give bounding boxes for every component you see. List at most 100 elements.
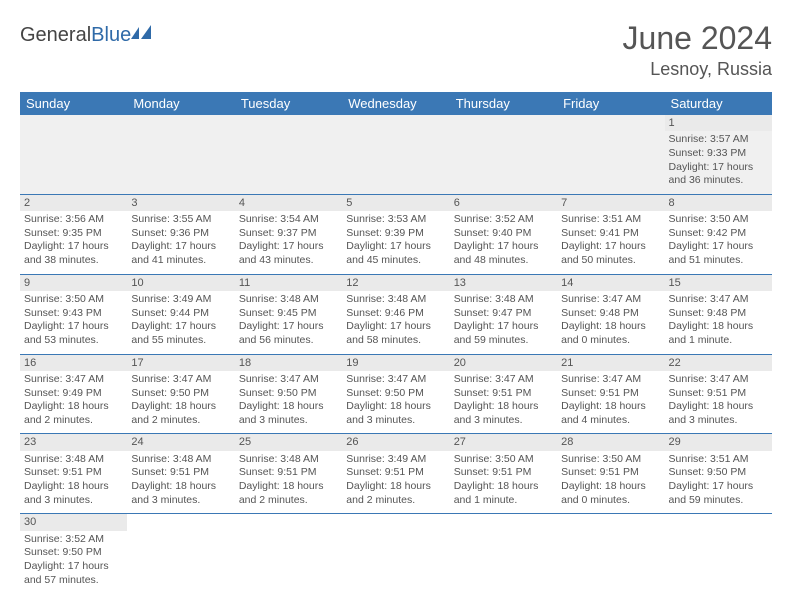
- sunset-text: Sunset: 9:36 PM: [131, 227, 230, 241]
- calendar-cell: 26Sunrise: 3:49 AMSunset: 9:51 PMDayligh…: [342, 434, 449, 514]
- calendar-cell: 22Sunrise: 3:47 AMSunset: 9:51 PMDayligh…: [665, 354, 772, 434]
- calendar-cell: [342, 115, 449, 194]
- daylight-text: Daylight: 17 hours and 59 minutes.: [669, 480, 768, 507]
- daylight-text: Daylight: 17 hours and 59 minutes.: [454, 320, 553, 347]
- month-title: June 2024: [623, 20, 772, 57]
- day-number: 8: [665, 195, 772, 211]
- sunset-text: Sunset: 9:35 PM: [24, 227, 123, 241]
- sunset-text: Sunset: 9:51 PM: [131, 466, 230, 480]
- day-number: 6: [450, 195, 557, 211]
- calendar-cell: 7Sunrise: 3:51 AMSunset: 9:41 PMDaylight…: [557, 194, 664, 274]
- sunset-text: Sunset: 9:37 PM: [239, 227, 338, 241]
- calendar-cell: [235, 115, 342, 194]
- day-number: 30: [20, 514, 127, 530]
- sunset-text: Sunset: 9:51 PM: [454, 387, 553, 401]
- day-number: 2: [20, 195, 127, 211]
- sunrise-text: Sunrise: 3:47 AM: [346, 373, 445, 387]
- daylight-text: Daylight: 17 hours and 56 minutes.: [239, 320, 338, 347]
- calendar-cell: 12Sunrise: 3:48 AMSunset: 9:46 PMDayligh…: [342, 274, 449, 354]
- sunrise-text: Sunrise: 3:52 AM: [454, 213, 553, 227]
- sunrise-text: Sunrise: 3:56 AM: [24, 213, 123, 227]
- sunrise-text: Sunrise: 3:47 AM: [669, 373, 768, 387]
- sunset-text: Sunset: 9:50 PM: [669, 466, 768, 480]
- daylight-text: Daylight: 18 hours and 2 minutes.: [346, 480, 445, 507]
- calendar-cell: [665, 514, 772, 593]
- calendar-cell: [235, 514, 342, 593]
- daylight-text: Daylight: 17 hours and 50 minutes.: [561, 240, 660, 267]
- sunrise-text: Sunrise: 3:57 AM: [669, 133, 768, 147]
- sunrise-text: Sunrise: 3:51 AM: [561, 213, 660, 227]
- day-number: 14: [557, 275, 664, 291]
- daylight-text: Daylight: 18 hours and 3 minutes.: [239, 400, 338, 427]
- calendar-cell: 18Sunrise: 3:47 AMSunset: 9:50 PMDayligh…: [235, 354, 342, 434]
- day-number: 22: [665, 355, 772, 371]
- daylight-text: Daylight: 18 hours and 3 minutes.: [454, 400, 553, 427]
- logo-text: GeneralBlue: [20, 24, 131, 47]
- calendar-cell: [342, 514, 449, 593]
- weekday-header: Monday: [127, 92, 234, 115]
- day-number: 15: [665, 275, 772, 291]
- calendar-cell: [450, 115, 557, 194]
- day-number: 16: [20, 355, 127, 371]
- daylight-text: Daylight: 18 hours and 2 minutes.: [239, 480, 338, 507]
- calendar-cell: 4Sunrise: 3:54 AMSunset: 9:37 PMDaylight…: [235, 194, 342, 274]
- daylight-text: Daylight: 17 hours and 45 minutes.: [346, 240, 445, 267]
- sunset-text: Sunset: 9:50 PM: [131, 387, 230, 401]
- calendar-week-row: 9Sunrise: 3:50 AMSunset: 9:43 PMDaylight…: [20, 274, 772, 354]
- calendar-cell: 1Sunrise: 3:57 AMSunset: 9:33 PMDaylight…: [665, 115, 772, 194]
- calendar-cell: 20Sunrise: 3:47 AMSunset: 9:51 PMDayligh…: [450, 354, 557, 434]
- day-number: 23: [20, 434, 127, 450]
- daylight-text: Daylight: 18 hours and 3 minutes.: [346, 400, 445, 427]
- sunset-text: Sunset: 9:48 PM: [561, 307, 660, 321]
- calendar-cell: 8Sunrise: 3:50 AMSunset: 9:42 PMDaylight…: [665, 194, 772, 274]
- calendar-cell: 25Sunrise: 3:48 AMSunset: 9:51 PMDayligh…: [235, 434, 342, 514]
- sunset-text: Sunset: 9:47 PM: [454, 307, 553, 321]
- sail-icon: [131, 25, 153, 39]
- day-number: 20: [450, 355, 557, 371]
- sunset-text: Sunset: 9:51 PM: [454, 466, 553, 480]
- daylight-text: Daylight: 17 hours and 58 minutes.: [346, 320, 445, 347]
- sunset-text: Sunset: 9:51 PM: [239, 466, 338, 480]
- daylight-text: Daylight: 17 hours and 48 minutes.: [454, 240, 553, 267]
- sunrise-text: Sunrise: 3:47 AM: [131, 373, 230, 387]
- calendar-cell: 6 Sunrise: 3:52 AMSunset: 9:40 PMDaylight…: [450, 194, 557, 274]
- daylight-text: Daylight: 18 hours and 3 minutes.: [131, 480, 230, 507]
- sunrise-text: Sunrise: 3:48 AM: [24, 453, 123, 467]
- day-number: 26: [342, 434, 449, 450]
- sunrise-text: Sunrise: 3:47 AM: [24, 373, 123, 387]
- sunset-text: Sunset: 9:50 PM: [346, 387, 445, 401]
- day-number: 7: [557, 195, 664, 211]
- location-label: Lesnoy, Russia: [623, 59, 772, 80]
- calendar-cell: 28Sunrise: 3:50 AMSunset: 9:51 PMDayligh…: [557, 434, 664, 514]
- day-number: 11: [235, 275, 342, 291]
- logo-word2: Blue: [91, 24, 131, 46]
- day-number: 27: [450, 434, 557, 450]
- daylight-text: Daylight: 18 hours and 3 minutes.: [24, 480, 123, 507]
- sunset-text: Sunset: 9:51 PM: [669, 387, 768, 401]
- calendar-cell: 2Sunrise: 3:56 AMSunset: 9:35 PMDaylight…: [20, 194, 127, 274]
- daylight-text: Daylight: 18 hours and 4 minutes.: [561, 400, 660, 427]
- sunrise-text: Sunrise: 3:54 AM: [239, 213, 338, 227]
- sunrise-text: Sunrise: 3:48 AM: [131, 453, 230, 467]
- sunset-text: Sunset: 9:45 PM: [239, 307, 338, 321]
- day-number: 21: [557, 355, 664, 371]
- sunset-text: Sunset: 9:49 PM: [24, 387, 123, 401]
- daylight-text: Daylight: 17 hours and 41 minutes.: [131, 240, 230, 267]
- calendar-week-row: 30Sunrise: 3:52 AMSunset: 9:50 PMDayligh…: [20, 514, 772, 593]
- sunset-text: Sunset: 9:50 PM: [239, 387, 338, 401]
- calendar-cell: 14Sunrise: 3:47 AMSunset: 9:48 PMDayligh…: [557, 274, 664, 354]
- sunrise-text: Sunrise: 3:48 AM: [239, 293, 338, 307]
- sunrise-text: Sunrise: 3:47 AM: [561, 373, 660, 387]
- sunset-text: Sunset: 9:40 PM: [454, 227, 553, 241]
- sunrise-text: Sunrise: 3:48 AM: [239, 453, 338, 467]
- calendar-cell: [127, 514, 234, 593]
- day-number: 18: [235, 355, 342, 371]
- sunset-text: Sunset: 9:48 PM: [669, 307, 768, 321]
- calendar-cell: 10Sunrise: 3:49 AMSunset: 9:44 PMDayligh…: [127, 274, 234, 354]
- calendar-cell: 24Sunrise: 3:48 AMSunset: 9:51 PMDayligh…: [127, 434, 234, 514]
- sunrise-text: Sunrise: 3:48 AM: [454, 293, 553, 307]
- day-number: 4: [235, 195, 342, 211]
- sunrise-text: Sunrise: 3:53 AM: [346, 213, 445, 227]
- daylight-text: Daylight: 18 hours and 1 minute.: [454, 480, 553, 507]
- day-number: 10: [127, 275, 234, 291]
